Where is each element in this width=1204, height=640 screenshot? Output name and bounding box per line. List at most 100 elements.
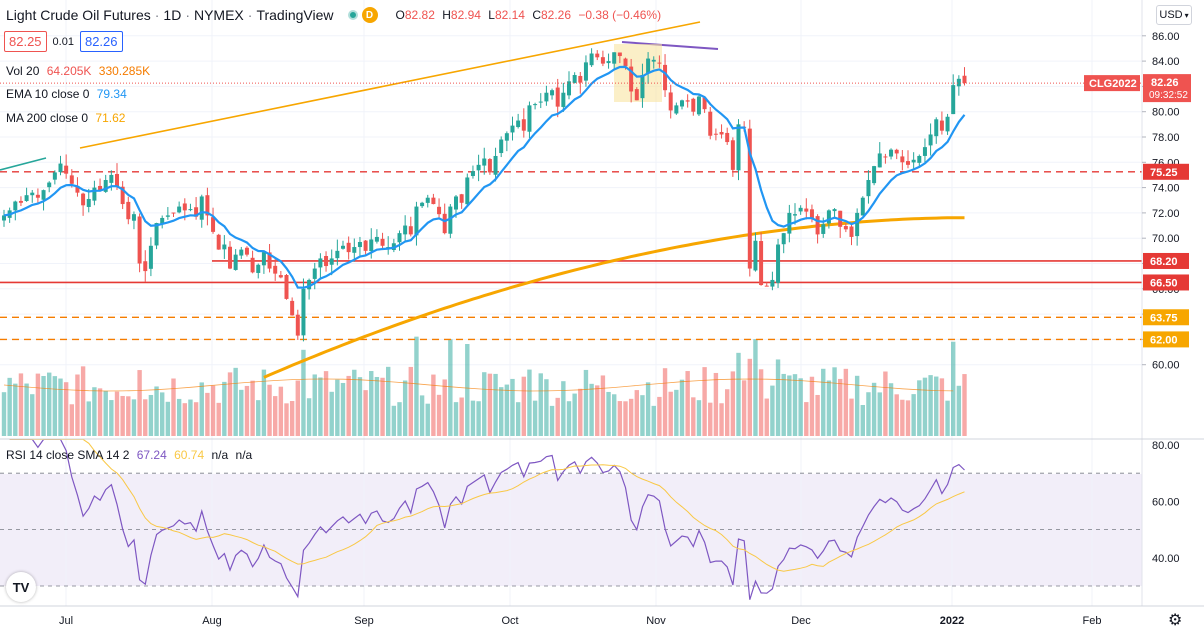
volume-bar: [205, 392, 210, 436]
level-tag-text: 68.20: [1150, 256, 1178, 268]
volume-bar: [41, 375, 46, 436]
volume-bar: [674, 389, 679, 436]
volume-bar: [131, 399, 137, 436]
volume-bar: [75, 374, 80, 436]
ema-path: [3, 65, 966, 289]
time-axis-label: Dec: [791, 615, 811, 627]
candle-body: [855, 212, 860, 237]
candle-body: [380, 238, 385, 246]
countdown-tag-text: 09:32:52: [1149, 90, 1188, 101]
candle-body: [809, 209, 814, 218]
level-tag-text: 63.75: [1150, 312, 1178, 324]
volume-bar: [612, 394, 617, 436]
volume-bar: [284, 403, 289, 436]
volume-bar: [278, 386, 284, 436]
volume-bar: [459, 397, 464, 436]
candle-body: [793, 214, 797, 216]
sell-price-button[interactable]: 82.25: [4, 31, 47, 52]
candle-body: [177, 206, 182, 213]
delayed-badge-icon[interactable]: D: [361, 7, 378, 23]
volume-bar: [781, 373, 786, 436]
volume-bar: [549, 405, 555, 436]
rsi-path: [9, 438, 965, 600]
volume-bar: [934, 376, 939, 436]
volume-bar: [233, 367, 238, 436]
volume-bar: [617, 401, 623, 436]
time-axis[interactable]: Jul Aug Sep Oct Nov Dec 2022 Feb: [59, 615, 1102, 627]
volume-bar: [154, 386, 159, 436]
volume-bar: [312, 374, 317, 436]
volume-bar: [668, 391, 673, 436]
tradingview-logo-icon[interactable]: TV: [6, 572, 36, 602]
volume-bar: [24, 383, 29, 436]
candle-body: [341, 245, 345, 249]
candle-body: [18, 200, 23, 203]
symbol-name[interactable]: Light Crude Oil Futures: [6, 7, 151, 23]
gear-icon[interactable]: ⚙: [1168, 612, 1183, 629]
ma-legend[interactable]: MA 200 close 0 71.62: [6, 111, 126, 125]
candle-body: [612, 52, 617, 64]
volume-bar: [80, 366, 86, 436]
volume-bar: [261, 369, 267, 436]
candle-body: [267, 252, 272, 269]
volume-bar: [521, 376, 526, 436]
volume-bar: [267, 384, 272, 436]
volume-bar: [188, 399, 193, 436]
volume-bar: [905, 400, 911, 436]
candle-body: [273, 265, 278, 274]
ema-value: 79.34: [96, 87, 127, 101]
rsi-axis[interactable]: 80.00 60.00 40.00: [1152, 440, 1180, 565]
high-value: 82.94: [450, 8, 481, 22]
volume-bar: [804, 402, 809, 436]
open-value: 82.82: [404, 8, 435, 22]
candle-body: [437, 206, 442, 215]
trendline-short-left: [0, 157, 47, 171]
rsi-legend[interactable]: RSI 14 close SMA 14 2 67.24 60.74 n/a n/…: [6, 448, 253, 462]
volume-bar: [306, 398, 312, 436]
candle-body: [527, 105, 532, 132]
volume-bar: [256, 400, 261, 436]
volume-bar: [114, 391, 120, 436]
volume-bar: [182, 403, 187, 436]
grid: [0, 0, 1142, 606]
volume-bar: [442, 379, 447, 436]
interval-label[interactable]: 1D: [163, 7, 182, 23]
buy-price-button[interactable]: 82.26: [79, 31, 123, 52]
volume-ma-line: [3, 378, 954, 392]
volume-bar: [109, 400, 114, 436]
volume-bar: [821, 368, 826, 436]
volume-bar: [210, 385, 216, 436]
volume-bar: [758, 369, 764, 436]
ema-legend[interactable]: EMA 10 close 0 79.34: [6, 87, 127, 101]
candle-body: [420, 202, 425, 207]
symbol-header[interactable]: Light Crude Oil Futures · 1D · NYMEX · T…: [6, 7, 665, 23]
volume-bar: [143, 399, 148, 436]
volume-bar: [770, 385, 775, 436]
candle-body: [674, 105, 679, 114]
volume-bar: [623, 401, 628, 436]
candle-body: [35, 194, 40, 198]
volume-bar: [894, 394, 899, 436]
candle-body: [476, 164, 481, 171]
volume-bar: [917, 380, 922, 436]
volume-legend[interactable]: Vol 20 64.205K 330.285K: [6, 64, 151, 78]
candle-body: [550, 90, 555, 96]
currency-button[interactable]: USD ▾: [1156, 5, 1192, 25]
volume-bar: [764, 398, 769, 436]
candle-body: [770, 279, 775, 287]
candle-body: [567, 81, 571, 96]
candle-body: [640, 75, 645, 99]
candle-body: [301, 288, 306, 336]
price-axis-label: 70.00: [1152, 233, 1180, 245]
candle-body: [431, 197, 436, 205]
candle-body: [555, 87, 560, 107]
candle-body: [205, 195, 210, 216]
candle-body: [165, 215, 170, 217]
candle-body: [629, 66, 634, 92]
candle-body: [92, 187, 97, 201]
market-status[interactable]: D: [347, 7, 378, 23]
candle-body: [702, 97, 707, 110]
candle-body: [798, 207, 803, 212]
candle-body: [233, 254, 238, 270]
